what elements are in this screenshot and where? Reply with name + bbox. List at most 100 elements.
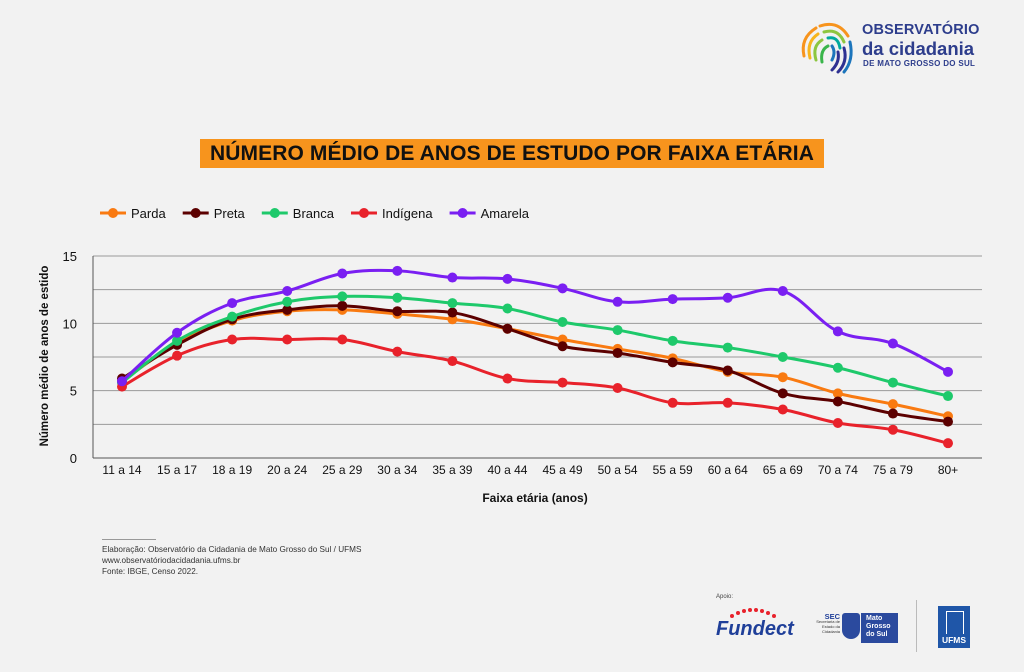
x-tick-label: 40 a 44 [487, 463, 527, 477]
x-tick-label: 45 a 49 [543, 463, 583, 477]
x-tick-label: 15 a 17 [157, 463, 197, 477]
data-point-preta [502, 323, 513, 334]
data-point-indigena [282, 334, 293, 345]
data-point-branca [337, 291, 348, 302]
data-point-indigena [502, 373, 513, 384]
data-point-preta [447, 307, 458, 318]
data-point-amarela [172, 327, 183, 338]
y-tick-label: 15 [63, 249, 77, 264]
data-point-preta [832, 396, 843, 407]
chart-axes: 0 5 10 15 11 a 14 15 a 17 18 a 19 20 a 24 25 a 2… [63, 249, 959, 477]
series-indigena [117, 334, 953, 449]
x-tick-label: 25 a 29 [322, 463, 362, 477]
data-point-branca [282, 296, 293, 307]
data-point-preta [392, 306, 403, 317]
data-point-branca [172, 335, 183, 346]
data-point-amarela [117, 376, 127, 387]
data-point-indigena [337, 334, 348, 345]
sponsor-divider [916, 600, 917, 652]
ms-emblem-icon [842, 613, 860, 639]
data-point-preta [887, 408, 898, 419]
legend-label: Branca [293, 206, 335, 221]
fingerprint-logo-icon [801, 22, 853, 74]
chart-legend: Parda Preta Branca Indígena Amarela [100, 206, 530, 221]
data-point-branca [943, 391, 953, 402]
credits-source: Fonte: IBGE, Censo 2022. [102, 567, 199, 576]
x-tick-label: 60 a 64 [708, 463, 748, 477]
ufms-wordmark: UFMS [941, 635, 967, 645]
x-tick-label: 30 a 34 [377, 463, 417, 477]
ufms-logo: UFMS [938, 606, 970, 648]
series-branca [117, 291, 953, 402]
data-point-branca [832, 362, 843, 373]
data-point-branca [502, 303, 513, 314]
sec-title: SEC [824, 612, 840, 621]
y-axis-label: Número médio de anos de estido [39, 266, 51, 447]
data-point-indigena [557, 377, 568, 388]
legend-item-indigena: Indígena [350, 206, 433, 221]
chart-series [117, 265, 953, 449]
data-point-amarela [447, 272, 458, 283]
data-point-preta [282, 304, 293, 315]
data-point-indigena [447, 356, 458, 367]
x-axis-label: Faixa etária (anos) [482, 491, 587, 505]
series-line-branca [121, 294, 949, 398]
legend-label: Indígena [382, 206, 433, 221]
x-tick-label: 20 a 24 [267, 463, 307, 477]
legend-label: Parda [131, 206, 166, 221]
data-point-amarela [667, 294, 678, 305]
data-point-branca [777, 352, 788, 362]
data-point-indigena [887, 424, 898, 435]
data-point-preta [667, 357, 678, 368]
data-point-indigena [832, 417, 843, 428]
logo-subtitle: DE MATO GROSSO DO SUL [863, 59, 976, 68]
legend-marker [358, 208, 369, 218]
series-line-indigena [121, 336, 949, 445]
data-point-preta [557, 341, 568, 352]
apoio-label: Apoio: [716, 594, 734, 600]
legend-marker [108, 208, 118, 218]
credits-elaboration: Elaboração: Observatório da Cidadania de… [102, 545, 362, 554]
legend-label: Preta [214, 206, 246, 221]
series-line-preta [121, 304, 949, 424]
x-tick-label: 70 a 74 [818, 463, 858, 477]
data-point-indigena [667, 397, 678, 408]
legend-item-branca: Branca [261, 206, 335, 221]
data-point-parda [777, 372, 788, 383]
legend-item-parda: Parda [100, 206, 166, 221]
data-point-amarela [887, 338, 898, 349]
y-tick-label: 5 [70, 384, 77, 399]
data-point-branca [887, 377, 898, 388]
y-tick-label: 10 [63, 316, 77, 331]
legend-marker [190, 208, 201, 218]
series-parda [117, 304, 953, 422]
logo-title-line2: da cidadania [862, 38, 975, 59]
fundect-logo: Fundect [712, 606, 794, 650]
x-tick-label: 18 a 19 [212, 463, 252, 477]
x-tick-label: 75 a 79 [873, 463, 913, 477]
x-tick-label: 65 a 69 [763, 463, 803, 477]
data-point-indigena [943, 438, 953, 449]
series-preta [117, 300, 953, 427]
credits: Elaboração: Observatório da Cidadania de… [102, 544, 361, 577]
x-tick-label: 11 a 14 [102, 463, 141, 477]
legend-marker [457, 208, 468, 218]
data-point-indigena [722, 397, 733, 408]
data-point-amarela [227, 298, 238, 309]
logo-title-line1: OBSERVATÓRIO [862, 22, 980, 38]
series-amarela [117, 265, 953, 387]
data-point-branca [227, 311, 238, 322]
data-point-amarela [832, 326, 843, 337]
legend-item-preta: Preta [182, 206, 246, 221]
legend-marker [269, 208, 280, 218]
series-line-amarela [121, 268, 949, 383]
data-point-amarela [337, 268, 348, 279]
legend-label: Amarela [481, 206, 530, 221]
x-tick-label: 50 a 54 [598, 463, 638, 477]
credits-divider [102, 539, 156, 540]
sec-text: Secretaria de Estado da Cidadania [816, 619, 840, 634]
data-point-amarela [612, 296, 623, 307]
data-point-amarela [502, 273, 513, 284]
data-point-branca [392, 292, 403, 303]
